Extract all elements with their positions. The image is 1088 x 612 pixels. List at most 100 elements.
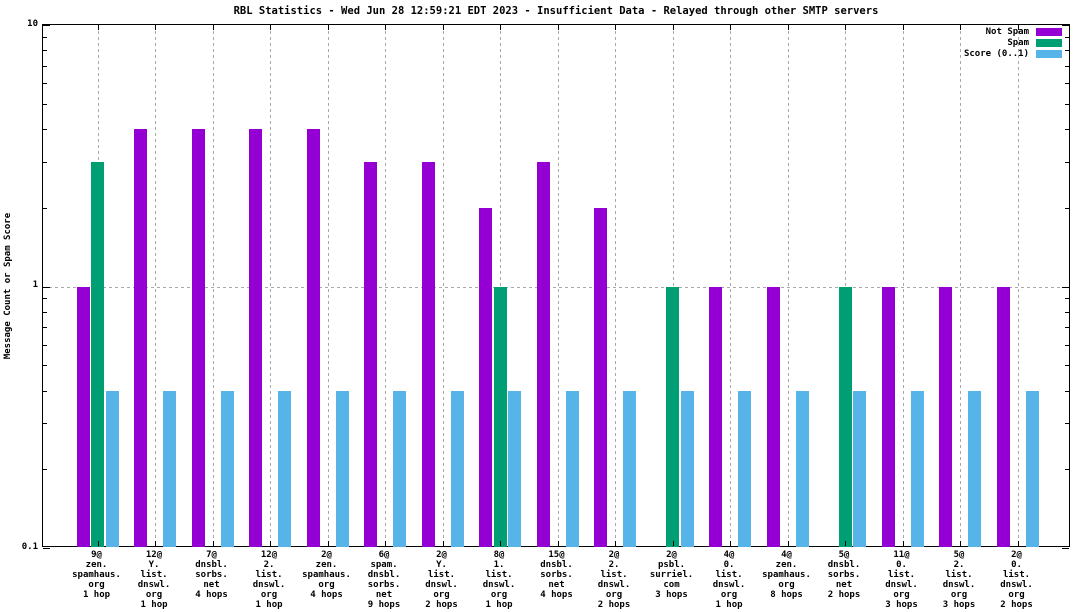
bar-not-spam [536, 161, 550, 547]
x-tick-top [385, 25, 386, 30]
bar-score [795, 390, 809, 547]
y-minor-tick-left [43, 327, 47, 328]
y-minor-tick-right [1065, 129, 1069, 130]
bar-not-spam [709, 286, 722, 547]
x-tick-top [787, 25, 789, 30]
y-minor-tick-right [1065, 365, 1069, 366]
x-tick-bottom [845, 541, 846, 546]
y-minor-tick-left [43, 104, 47, 105]
bar-not-spam [479, 207, 492, 547]
bar-spam [666, 286, 679, 547]
category-gridline [385, 25, 386, 546]
y-major-tick-left [43, 287, 50, 288]
y-minor-tick-left [43, 37, 47, 38]
y-minor-tick-right [1065, 327, 1069, 328]
category-gridline [557, 25, 559, 546]
bar-score [450, 390, 464, 547]
bar-not-spam [881, 286, 895, 547]
legend-row: Not Spam [964, 26, 1062, 37]
legend-row: Score (0..1) [964, 48, 1062, 59]
x-tick-label: 2@ 2. list. dnswl. org 2 hops [597, 550, 631, 610]
x-tick-bottom [212, 541, 214, 546]
bar-spam [493, 286, 507, 547]
x-tick-bottom [327, 541, 329, 546]
bar-score [163, 390, 176, 547]
y-minor-tick-left [43, 312, 47, 313]
y-minor-tick-left [43, 50, 47, 51]
legend-row: Spam [964, 37, 1062, 48]
x-tick-bottom [270, 541, 271, 546]
bar-not-spam [939, 286, 952, 547]
bar-score [105, 390, 119, 547]
y-minor-tick-left [43, 345, 47, 346]
bar-not-spam [134, 129, 147, 547]
bar-score [680, 390, 694, 547]
category-gridline [730, 25, 731, 546]
x-tick-label: 2@ Y. list. dnswl. org 2 hops [425, 550, 458, 610]
chart-title: RBL Statistics - Wed Jun 28 12:59:21 EDT… [233, 5, 879, 17]
x-tick-top [672, 25, 674, 30]
x-tick-top [212, 25, 214, 30]
bar-score [393, 390, 406, 547]
bar-score [220, 390, 234, 547]
y-minor-tick-left [43, 208, 47, 209]
category-gridline [960, 25, 961, 546]
category-gridline [787, 25, 789, 546]
y-minor-tick-right [1065, 208, 1069, 209]
x-tick-label: 4@ zen. spamhaus. org 8 hops [762, 550, 811, 600]
x-tick-label: 9@ zen. spamhaus. org 1 hop [72, 550, 121, 600]
y-minor-tick-right [1065, 66, 1069, 67]
category-gridline [500, 25, 501, 546]
x-tick-label: 5@ dnsbl. sorbs. net 2 hops [827, 550, 861, 600]
x-tick-bottom [902, 541, 904, 546]
x-tick-label: 12@ 2. list. dnswl. org 1 hop [252, 550, 286, 610]
legend-swatch-score-0-1- [1036, 49, 1062, 58]
x-tick-bottom [385, 541, 386, 546]
x-tick-top [442, 25, 444, 30]
bar-score [738, 390, 751, 547]
bar-score [508, 390, 521, 547]
bar-score [968, 390, 981, 547]
y-minor-tick-left [43, 83, 47, 84]
x-tick-bottom [557, 541, 559, 546]
gridline-y1 [43, 287, 1069, 288]
y-minor-tick-right [1065, 50, 1069, 51]
y-minor-tick-right [1065, 423, 1069, 424]
bar-not-spam [306, 129, 320, 547]
x-tick-top [730, 25, 731, 30]
x-tick-top [615, 25, 616, 30]
legend: Not Spam Spam Score (0..1) [964, 26, 1062, 59]
x-tick-top [902, 25, 904, 30]
y-minor-tick-left [43, 129, 47, 130]
x-tick-label: 2@ zen. spamhaus. org 4 hops [302, 550, 351, 600]
y-minor-tick-left [43, 298, 47, 299]
y-major-tick-left [43, 548, 50, 549]
x-tick-top [500, 25, 501, 30]
legend-label: Spam [1007, 37, 1029, 48]
x-tick-bottom [672, 541, 674, 546]
bar-spam [91, 161, 104, 547]
category-gridline [845, 25, 846, 546]
category-gridline [270, 25, 271, 546]
x-tick-top [270, 25, 271, 30]
legend-label: Score (0..1) [963, 48, 1029, 59]
x-tick-bottom [960, 541, 961, 546]
plot-area [42, 24, 1070, 549]
y-major-tick-right [1062, 25, 1069, 26]
x-tick-bottom [787, 541, 789, 546]
x-tick-bottom [500, 541, 501, 546]
y-minor-tick-left [43, 469, 47, 470]
x-tick-bottom [442, 541, 444, 546]
x-tick-top [845, 25, 846, 30]
bar-not-spam [766, 286, 780, 547]
bar-not-spam [996, 286, 1010, 547]
y-minor-tick-right [1065, 83, 1069, 84]
category-gridline [672, 25, 674, 546]
x-tick-label: 2@ 0. list. dnswl. org 2 hops [1000, 550, 1033, 610]
category-gridline [1017, 25, 1019, 546]
category-gridline [902, 25, 904, 546]
x-tick-top [327, 25, 329, 30]
bar-score [910, 390, 924, 547]
x-tick-label: 4@ 0. list. dnswl. org 1 hop [712, 550, 746, 610]
